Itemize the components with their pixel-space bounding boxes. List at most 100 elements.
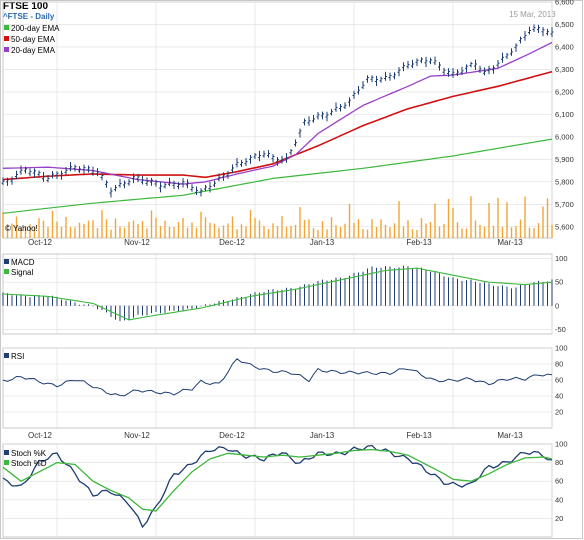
volume-bar <box>339 226 342 238</box>
stochastic-y-tick-label: 40 <box>555 495 563 504</box>
volume-bar <box>393 223 396 238</box>
volume-bar <box>506 202 508 238</box>
volume-bar <box>519 219 522 238</box>
volume-bar <box>105 219 108 238</box>
volume-bar <box>119 226 121 238</box>
volume-bar <box>348 203 351 238</box>
volume-bar <box>240 224 243 238</box>
volume-bar <box>429 222 432 238</box>
ema-line-200-day-ema <box>2 138 553 214</box>
volume-bar <box>200 211 202 238</box>
volume-bar <box>47 226 49 238</box>
volume-bar <box>488 203 490 238</box>
volume-bar <box>227 223 229 238</box>
volume-bar <box>56 221 58 238</box>
volume-bar <box>416 229 418 238</box>
ticker-subtitle[interactable]: ^FTSE - Daily <box>3 12 55 21</box>
volume-bar <box>236 229 238 238</box>
volume-bar <box>258 220 261 238</box>
legend-swatch <box>4 36 9 41</box>
volume-bar <box>276 225 279 238</box>
volume-bar <box>299 207 301 238</box>
volume-bar <box>312 228 315 238</box>
volume-bar <box>492 225 495 238</box>
volume-bar <box>479 225 481 238</box>
rsi-line <box>2 358 553 397</box>
legend-swatch <box>4 25 9 30</box>
legend-label: 200-day EMA <box>11 24 60 33</box>
volume-bar <box>321 221 324 238</box>
volume-bar <box>407 220 409 238</box>
volume-bar <box>150 210 153 238</box>
volume-bar <box>267 229 270 238</box>
volume-bar <box>78 222 81 238</box>
volume-bar <box>353 222 355 238</box>
legend-label: Signal <box>11 268 33 277</box>
volume-bar <box>303 219 306 238</box>
x-tick-label: Nov-12 <box>124 431 150 440</box>
volume-bar <box>551 224 553 238</box>
volume-bar <box>398 201 400 238</box>
volume-bar <box>425 223 427 238</box>
volume-bar <box>177 222 180 238</box>
volume-bar <box>263 226 265 238</box>
volume-bar <box>209 222 211 238</box>
x-tick-label: Oct-12 <box>28 431 53 440</box>
price-y-tick-label: 6,300 <box>555 65 574 74</box>
volume-bar <box>533 227 535 238</box>
volume-bar <box>123 227 126 238</box>
volume-bar <box>389 227 391 238</box>
volume-bar <box>218 227 220 238</box>
volume-bar <box>510 227 513 238</box>
volume-bar <box>110 229 112 238</box>
volume-bar <box>249 210 252 238</box>
chart-title: FTSE 100 <box>3 1 49 12</box>
volume-bar <box>141 220 144 238</box>
volume-bar <box>290 225 292 238</box>
legend-label: Stoch %D <box>11 459 47 468</box>
volume-bar <box>344 223 346 238</box>
volume-bar <box>402 226 405 238</box>
yahoo-watermark: © Yahoo! <box>5 224 38 233</box>
volume-bar <box>366 229 369 238</box>
volume-bar <box>245 226 247 238</box>
macd-y-tick-label: 100 <box>555 254 568 263</box>
x-tick-label: Jan-13 <box>310 238 335 247</box>
volume-bar <box>474 220 477 238</box>
x-tick-label: Dec-12 <box>219 238 245 247</box>
price-y-tick-label: 6,600 <box>555 0 574 7</box>
volume-bar <box>137 224 139 238</box>
price-y-tick-label: 6,500 <box>555 20 574 29</box>
volume-bar <box>308 219 310 238</box>
legend-label: 20-day EMA <box>11 46 56 55</box>
volume-bar <box>434 203 436 238</box>
volume-bar <box>465 228 468 238</box>
volume-bar <box>371 219 373 238</box>
volume-bar <box>438 226 441 238</box>
rsi-panel-border <box>2 347 553 429</box>
volume-bar <box>128 221 130 238</box>
stochastic-y-tick-label: 60 <box>555 477 563 486</box>
volume-bar <box>101 210 103 238</box>
legend-label: 50-day EMA <box>11 35 56 44</box>
volume-bar <box>546 198 549 238</box>
price-y-tick-label: 5,900 <box>555 155 574 164</box>
x-tick-label: Feb-13 <box>406 431 432 440</box>
volume-bar <box>20 228 22 238</box>
volume-bar <box>168 226 171 238</box>
macd-y-tick-label: 50 <box>555 278 563 287</box>
volume-bar <box>2 211 4 238</box>
volume-bar <box>164 220 166 238</box>
volume-bar <box>272 223 274 238</box>
rsi-y-tick-label: 40 <box>555 392 563 401</box>
volume-bar <box>335 225 337 238</box>
volume-bar <box>213 223 216 238</box>
legend-swatch <box>4 460 9 465</box>
x-tick-label: Mar-13 <box>497 238 523 247</box>
macd-y-tick-label: 0 <box>555 301 559 310</box>
volume-bar <box>326 229 328 238</box>
volume-bar <box>384 224 387 238</box>
stoch-k-line <box>2 444 553 529</box>
volume-bar <box>114 218 117 238</box>
